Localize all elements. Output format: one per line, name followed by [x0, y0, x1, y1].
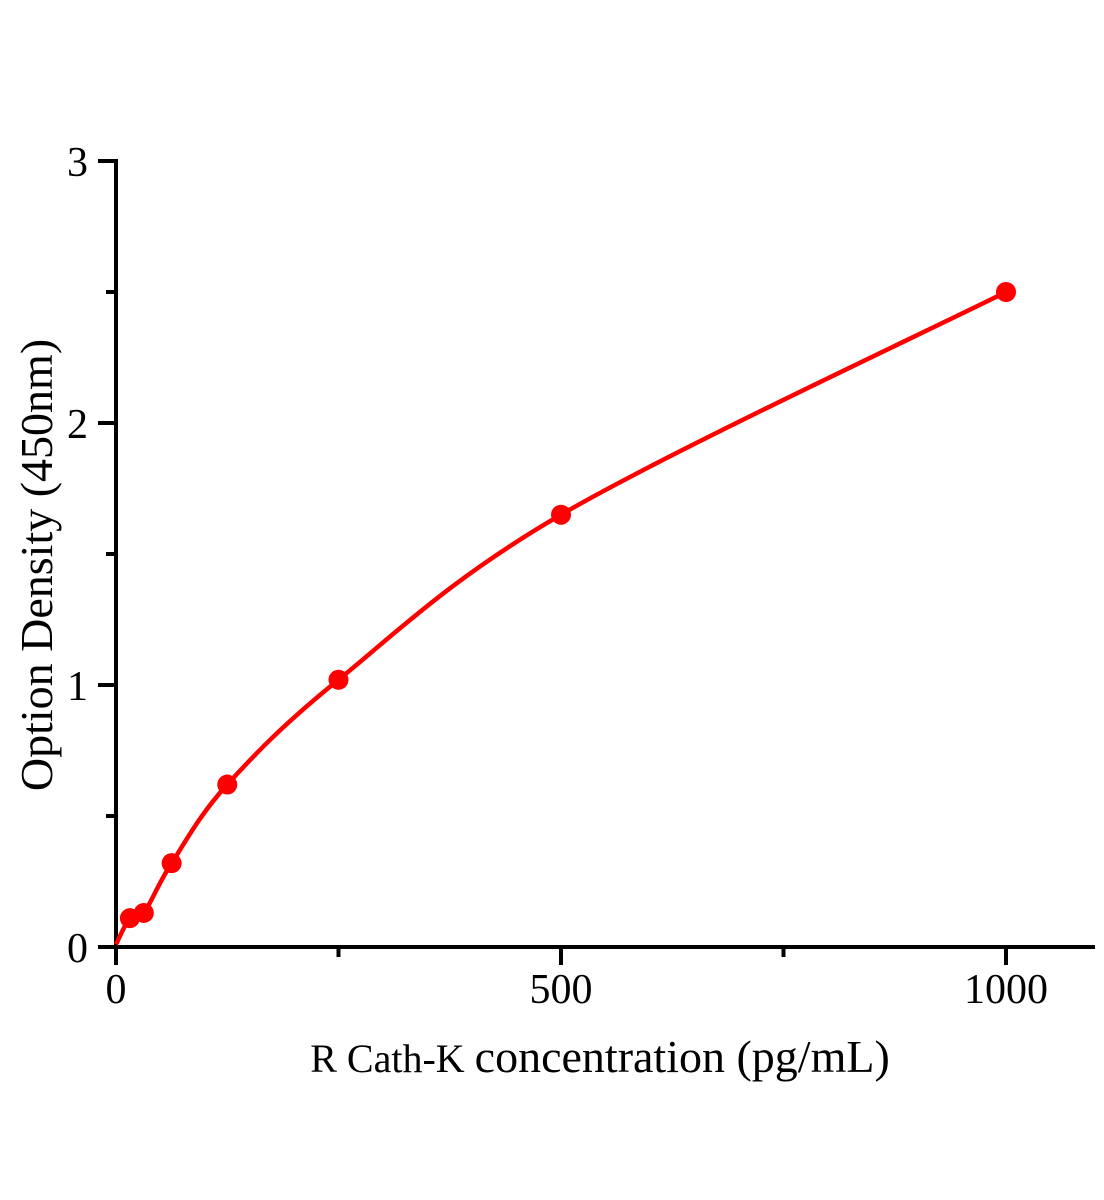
standard-curve-line: [113, 289, 1008, 946]
x-axis-title: R Cath-K concentration (pg/mL): [310, 1031, 890, 1082]
y-axis-title: Option Density (450nm): [11, 339, 62, 791]
x-axis-title-main: concentration (pg/mL): [475, 1031, 890, 1082]
data-point: [133, 902, 154, 923]
tick-labels: 0 500 1000 0 1 2 3: [67, 140, 1048, 1013]
y-tick-label: 2: [67, 402, 88, 448]
x-tick-label: 1000: [964, 967, 1048, 1013]
axes: [98, 159, 1095, 965]
data-point: [217, 774, 238, 795]
x-tick-label: 500: [530, 967, 593, 1013]
data-point: [328, 669, 349, 690]
data-point: [996, 282, 1016, 302]
y-tick-label: 0: [67, 926, 88, 972]
data-point: [551, 504, 571, 525]
data-point-markers: [119, 282, 1016, 929]
y-tick-label: 3: [67, 140, 88, 186]
x-tick-label: 0: [106, 967, 127, 1013]
y-tick-label: 1: [67, 664, 88, 710]
x-axis-title-prefix: R Cath-K: [310, 1036, 474, 1081]
data-point: [161, 853, 182, 874]
